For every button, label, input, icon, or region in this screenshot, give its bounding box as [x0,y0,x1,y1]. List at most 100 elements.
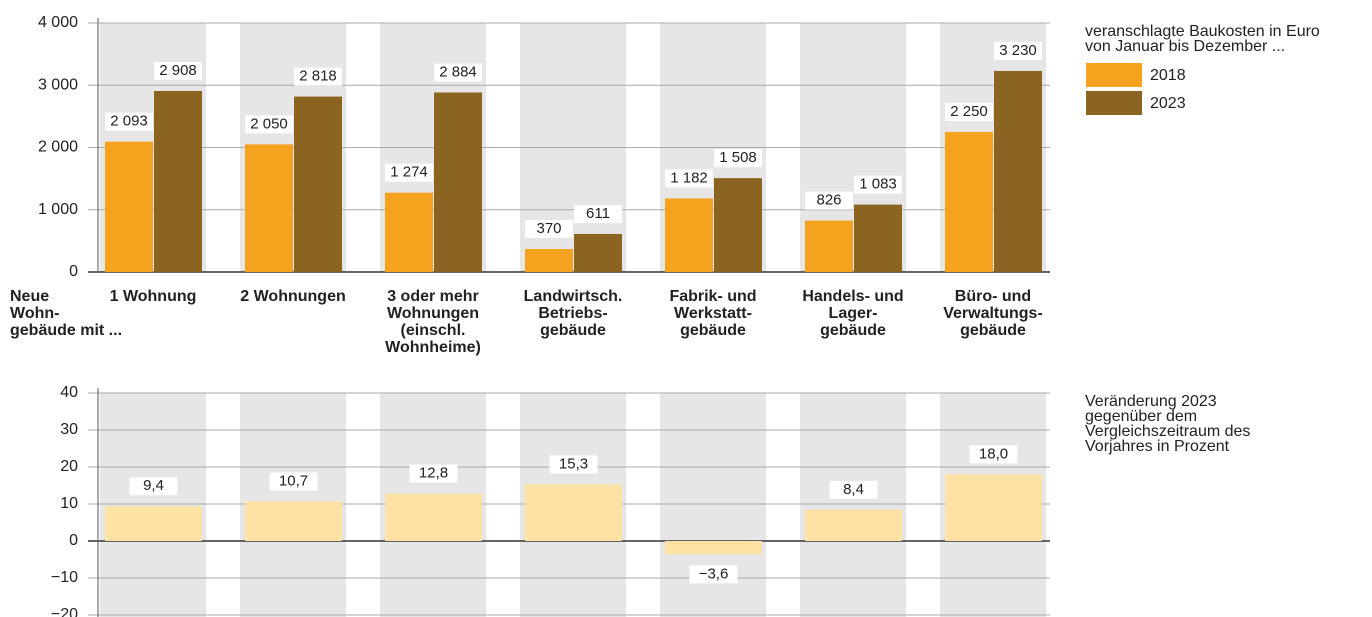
category-band [100,393,206,617]
label-background [294,67,342,86]
y-tick-label: 4 000 [38,14,78,31]
bar [245,144,293,272]
bar [945,474,1042,541]
x-tick-label: gebäude [820,322,886,339]
label-background [129,477,178,496]
bar [994,70,1042,273]
label-background [665,169,713,188]
x-tick-label: 1 Wohnung [110,288,197,305]
bar [294,96,342,272]
value-label: 2 884 [439,63,477,80]
value-label: −3,6 [699,565,729,582]
bar [525,248,573,272]
y-tick-label: −20 [51,606,78,617]
label-background [829,480,878,499]
legend-swatch [1086,63,1142,87]
x-tick-label: gebäude [540,322,606,339]
x-tick-label: Büro- und [955,288,1031,305]
legend-title: veranschlagte Baukosten in Euro [1085,23,1320,40]
label-background [549,455,598,474]
note: Veränderung 2023 [1085,393,1217,410]
y-tick-label: 10 [60,495,78,512]
x-tick-label: Wohnungen [387,305,479,322]
x-tick-label: Fabrik- und [669,288,756,305]
x-tick-label: (einschl. [401,322,466,339]
label-background [525,219,573,238]
y-tick-label: 20 [60,458,78,475]
x-tick-label: 2 Wohnungen [240,288,345,305]
label-background [245,115,293,134]
note: Vorjahres in Prozent [1085,438,1230,455]
group-label: Neue [10,288,49,305]
value-label: 826 [816,192,841,209]
bar [854,204,902,272]
bar [385,493,482,541]
x-tick-label: Werkstatt- [674,305,752,322]
y-tick-label: 30 [60,421,78,438]
value-label: 611 [586,205,610,222]
group-label: gebäude mit ... [10,322,122,339]
note: Vergleichszeitraum des [1085,423,1250,440]
value-label: 2 050 [250,115,288,132]
bar [945,131,993,272]
y-tick-label: 40 [60,384,78,401]
x-tick-label: Verwaltungs- [943,305,1043,322]
group-label: Wohn- [10,305,59,322]
legend-swatch [1086,91,1142,115]
bar [665,541,762,555]
bar [805,220,853,272]
value-label: 1 182 [670,169,708,186]
value-label: 12,8 [419,465,448,482]
label-background [945,102,993,121]
label-background [385,163,433,182]
bar [385,192,433,272]
bar [665,198,713,272]
label-background [969,445,1018,464]
bar [434,92,482,272]
note: gegenüber dem [1085,408,1197,425]
label-background [154,61,202,80]
legend-label: 2018 [1150,67,1186,84]
bar [714,178,762,272]
value-label: 2 093 [110,113,148,130]
category-band [800,393,906,617]
label-background [854,175,902,194]
value-label: 8,4 [843,481,864,498]
value-label: 10,7 [279,472,308,489]
x-tick-label: gebäude [680,322,746,339]
value-label: 1 274 [390,164,428,181]
label-background [574,204,622,223]
label-background [434,63,482,82]
y-tick-label: −10 [51,569,78,586]
label-background [409,464,458,483]
x-tick-label: 3 oder mehr [387,288,479,305]
x-tick-label: Wohnheime) [385,339,481,356]
bar [154,90,202,273]
bar [245,501,342,541]
bar [105,141,153,272]
bar [105,506,202,541]
legend-title: von Januar bis Dezember ... [1085,38,1285,55]
x-tick-label: Handels- und [802,288,903,305]
value-label: 2 908 [159,62,197,79]
label-background [714,149,762,168]
x-tick-label: Landwirtsch. [524,288,623,305]
y-tick-label: 0 [69,532,78,549]
x-tick-label: gebäude [960,322,1026,339]
label-background [689,565,738,584]
y-tick-label: 3 000 [38,76,78,93]
y-tick-label: 0 [69,263,78,280]
value-label: 1 508 [719,149,757,166]
category-band [660,393,766,617]
y-tick-label: 1 000 [38,201,78,218]
value-label: 370 [536,220,561,237]
y-tick-label: 2 000 [38,139,78,156]
label-background [105,112,153,131]
x-tick-label: Lager- [829,305,878,322]
bar [805,509,902,541]
label-background [269,472,318,491]
value-label: 15,3 [559,455,588,472]
label-background [805,191,853,210]
bar [525,484,622,541]
